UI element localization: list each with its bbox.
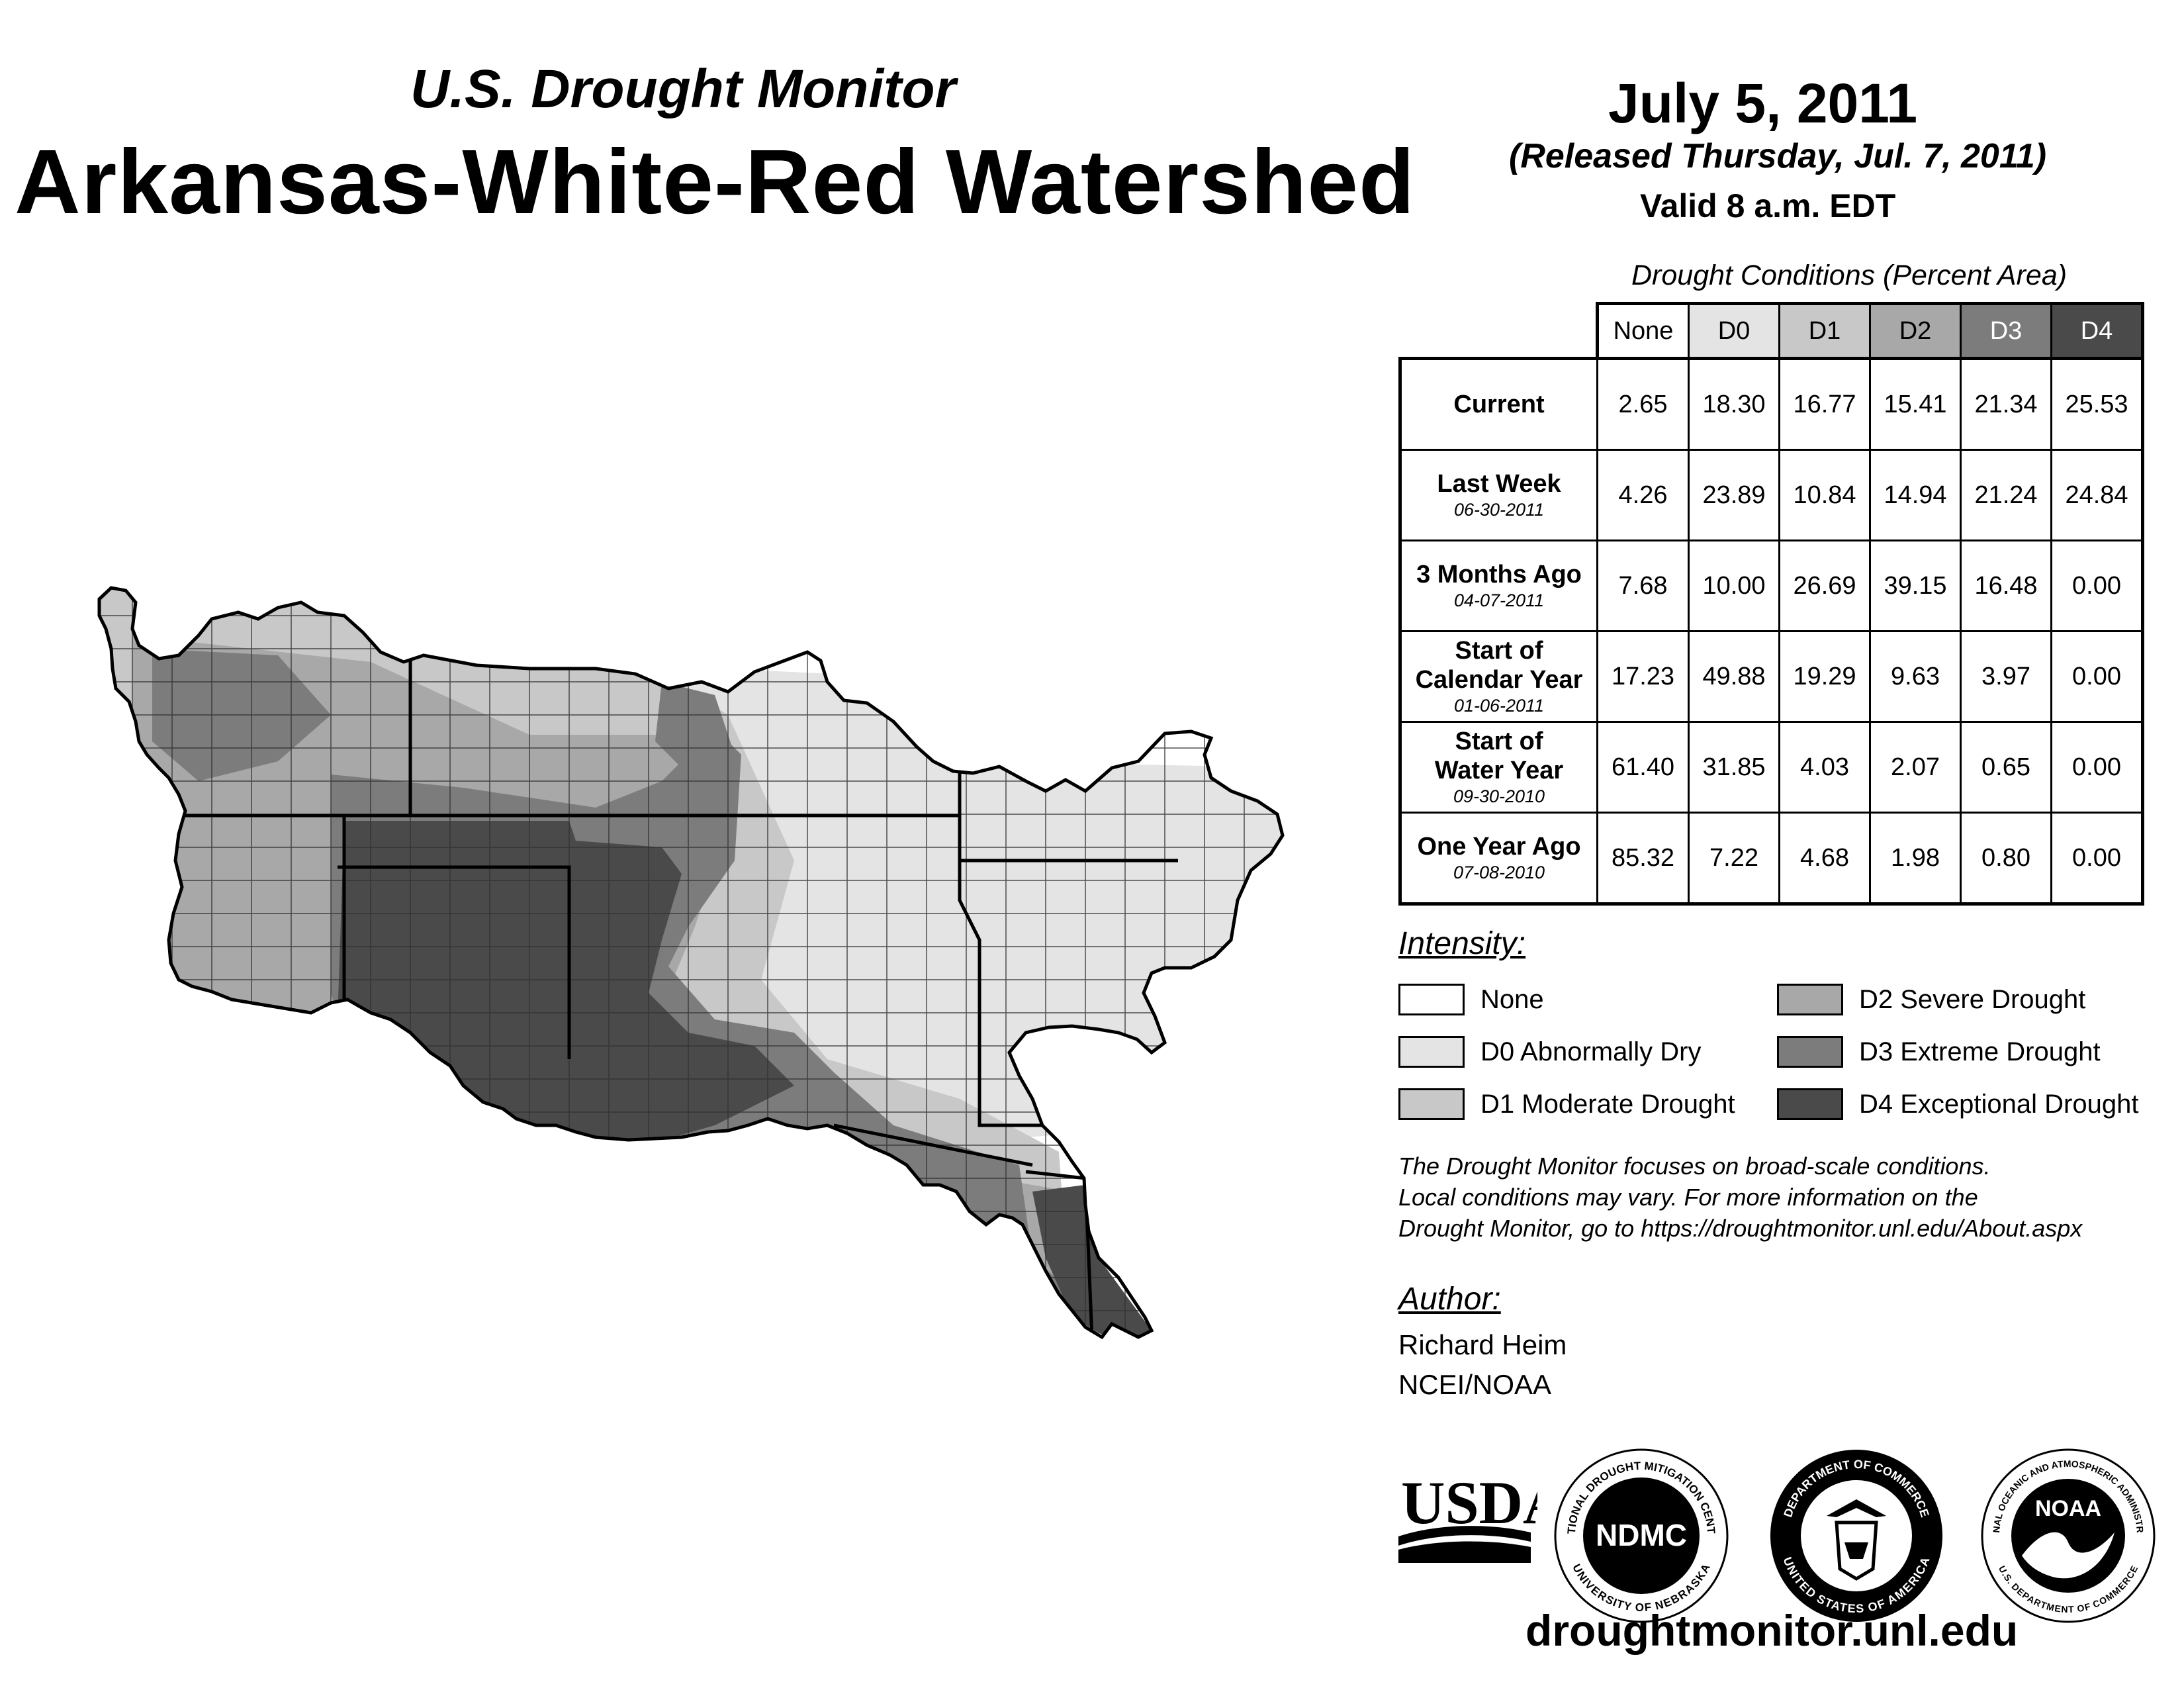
- shield-icon: [1835, 1521, 1878, 1581]
- row-date: 06-30-2011: [1453, 500, 1545, 520]
- col-header-d4: D4: [2050, 302, 2144, 359]
- legend-item-d4: D4 Exceptional Drought: [1777, 1087, 2138, 1121]
- table-cell: 0.00: [2050, 630, 2144, 723]
- table-cell: 0.80: [1960, 812, 2052, 906]
- table-cell: 14.94: [1869, 449, 1962, 541]
- table-row-current: Current 2.65 18.30 16.77 15.41 21.34 25.…: [1398, 357, 2144, 451]
- row-label: 3 Months Ago 04-07-2011: [1398, 539, 1598, 632]
- table-cell: 31.85: [1688, 721, 1780, 814]
- col-header-d1: D1: [1778, 302, 1871, 359]
- table-cell: 0.00: [2050, 539, 2144, 632]
- col-header-d2: D2: [1869, 302, 1962, 359]
- table-cell: 2.07: [1869, 721, 1962, 814]
- row-label: Current: [1398, 357, 1598, 451]
- table-cell: 0.00: [2050, 812, 2144, 906]
- eagle-icon: [1827, 1499, 1886, 1517]
- row-date: 04-07-2011: [1453, 590, 1545, 610]
- usda-logo: USDA: [1398, 1469, 1537, 1563]
- table-cell: 15.41: [1869, 357, 1962, 451]
- table-caption: Drought Conditions (Percent Area): [1631, 259, 2068, 291]
- svg-text:NOAA: NOAA: [2035, 1496, 2101, 1521]
- noaa-logo: NATIONAL OCEANIC AND ATMOSPHERIC ADMINIS…: [1976, 1443, 2156, 1623]
- legend-title: Intensity:: [1398, 926, 1526, 961]
- table-row-start-water-year: Start of Water Year 09-30-2010 61.40 31.85…: [1398, 721, 2144, 814]
- table-cell: 39.15: [1869, 539, 1962, 632]
- table-header-row: None D0 D1 D2 D3 D4: [1400, 302, 2144, 359]
- row-label: Start of Water Year 09-30-2010: [1398, 721, 1598, 814]
- col-header-d0: D0: [1688, 302, 1780, 359]
- legend-swatch: [1777, 984, 1843, 1015]
- release-date: (Released Thursday, Jul. 7, 2011): [1509, 137, 2047, 175]
- table-cell: 10.00: [1688, 539, 1780, 632]
- table-cell: 10.84: [1778, 449, 1871, 541]
- table-cell: 2.65: [1596, 357, 1690, 451]
- table-cell: 16.48: [1960, 539, 2052, 632]
- table-cell: 21.34: [1960, 357, 2052, 451]
- table-cell: 26.69: [1778, 539, 1871, 632]
- table-row-3-months-ago: 3 Months Ago 04-07-2011 7.68 10.00 26.69 …: [1398, 539, 2144, 632]
- row-date: 09-30-2010: [1453, 786, 1545, 806]
- table-cell: 17.23: [1596, 630, 1690, 723]
- table-row-start-calendar-year: Start of Calendar Year 01-06-2011 17.23 49…: [1398, 630, 2144, 723]
- map-date: July 5, 2011: [1608, 72, 1918, 134]
- row-label: One Year Ago 07-08-2010: [1398, 812, 1598, 906]
- legend-swatch: [1398, 1036, 1465, 1068]
- disclaimer-note: The Drought Monitor focuses on broad-sca…: [1398, 1152, 2083, 1242]
- table-cell: 7.68: [1596, 539, 1690, 632]
- commerce-seal: DEPARTMENT OF COMMERCE UNITED STATES OF …: [1770, 1450, 1942, 1622]
- map-subtitle: U.S. Drought Monitor: [410, 59, 956, 119]
- legend-swatch: [1777, 1036, 1843, 1068]
- table-cell: 4.68: [1778, 812, 1871, 906]
- row-label: Last Week 06-30-2011: [1398, 449, 1598, 541]
- table-cell: 23.89: [1688, 449, 1780, 541]
- drought-intensity-areas: [99, 588, 1283, 1337]
- legend-swatch: [1398, 984, 1465, 1015]
- table-cell: 0.00: [2050, 721, 2144, 814]
- col-header-d3: D3: [1960, 302, 2052, 359]
- table-cell: 4.26: [1596, 449, 1690, 541]
- row-date: 07-08-2010: [1453, 863, 1545, 882]
- svg-text:NDMC: NDMC: [1596, 1518, 1687, 1552]
- legend-swatch: [1398, 1088, 1465, 1120]
- map-title: Arkansas-White-Red Watershed: [15, 131, 1416, 233]
- legend-item-d0: D0 Abnormally Dry: [1398, 1035, 1701, 1069]
- table-cell: 16.77: [1778, 357, 1871, 451]
- website-url: droughtmonitor.unl.edu: [1525, 1606, 2019, 1655]
- author-title: Author:: [1398, 1282, 1501, 1317]
- table-cell: 0.65: [1960, 721, 2052, 814]
- table-row-last-week: Last Week 06-30-2011 4.26 23.89 10.84 14.…: [1398, 449, 2144, 541]
- author-org: NCEI/NOAA: [1398, 1369, 1552, 1400]
- table-cell: 7.22: [1688, 812, 1780, 906]
- table-cell: 19.29: [1778, 630, 1871, 723]
- legend-item-d3: D3 Extreme Drought: [1777, 1035, 2101, 1069]
- table-cell: 4.03: [1778, 721, 1871, 814]
- seabird-icon: [2022, 1532, 2115, 1579]
- watershed-map: [0, 0, 1324, 1390]
- row-label: Start of Calendar Year 01-06-2011: [1398, 630, 1598, 723]
- table-cell: 61.40: [1596, 721, 1690, 814]
- table-cell: 3.97: [1960, 630, 2052, 723]
- col-header-none: None: [1596, 302, 1690, 359]
- ndmc-logo: NATIONAL DROUGHT MITIGATION CENTER UNIVE…: [1549, 1443, 1729, 1623]
- table-cell: 9.63: [1869, 630, 1962, 723]
- table-corner: [1400, 303, 1599, 359]
- table-cell: 49.88: [1688, 630, 1780, 723]
- table-cell: 1.98: [1869, 812, 1962, 906]
- drought-conditions-table: None D0 D1 D2 D3 D4 Current 2.65 18.30 1…: [1398, 302, 2144, 906]
- table-cell: 25.53: [2050, 357, 2144, 451]
- table-row-one-year-ago: One Year Ago 07-08-2010 85.32 7.22 4.68 1…: [1398, 812, 2144, 906]
- table-cell: 18.30: [1688, 357, 1780, 451]
- svg-text:USDA: USDA: [1401, 1469, 1537, 1536]
- legend-swatch: [1777, 1088, 1843, 1120]
- state-boundaries: [99, 652, 1178, 1337]
- table-cell: 85.32: [1596, 812, 1690, 906]
- legend-item-d2: D2 Severe Drought: [1777, 982, 2085, 1017]
- legend-item-none: None: [1398, 982, 1544, 1017]
- table-cell: 21.24: [1960, 449, 2052, 541]
- author-name: Richard Heim: [1398, 1329, 1567, 1360]
- table-cell: 24.84: [2050, 449, 2144, 541]
- row-date: 01-06-2011: [1453, 696, 1545, 716]
- legend-item-d1: D1 Moderate Drought: [1398, 1087, 1735, 1121]
- valid-time: Valid 8 a.m. EDT: [1640, 187, 1896, 224]
